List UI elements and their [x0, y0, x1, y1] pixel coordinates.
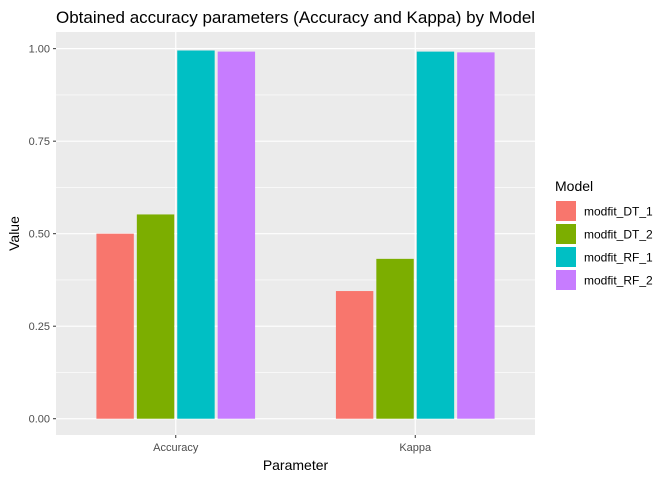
x-tick-label: Accuracy — [153, 442, 199, 454]
legend-key — [556, 201, 576, 221]
legend-key — [556, 247, 576, 267]
x-axis-title: Parameter — [263, 457, 329, 473]
y-tick-label: 0.50 — [29, 229, 50, 241]
bar — [416, 51, 455, 419]
y-tick-label: 0.75 — [29, 136, 50, 148]
bar — [136, 214, 175, 419]
y-tick-label: 1.00 — [29, 44, 50, 56]
legend-label: modfit_RF_2 — [584, 274, 653, 288]
bar — [335, 291, 374, 419]
bars — [96, 50, 495, 419]
y-axis-title: Value — [6, 216, 22, 251]
legend: Model modfit_DT_1 modfit_DT_2 modfit_RF_1m… — [555, 178, 653, 290]
legend-key — [556, 270, 576, 290]
grid-major — [56, 32, 535, 435]
bar — [457, 52, 495, 419]
y-tick-label: 0.00 — [29, 414, 50, 426]
legend-label: modfit_DT_2 — [584, 228, 653, 242]
legend-key — [556, 224, 576, 244]
y-axis: 0.00 0.25 0.50 0.75 1.00 — [29, 44, 56, 426]
x-axis: Accuracy Kappa — [153, 435, 432, 454]
grid-minor — [56, 94, 535, 373]
legend-title: Model — [555, 178, 593, 194]
y-tick-label: 0.25 — [29, 321, 50, 333]
bar — [217, 51, 256, 419]
legend-label: modfit_DT_1 — [584, 205, 653, 219]
x-tick-label: Kappa — [399, 442, 432, 454]
legend-label: modfit_RF_1 — [584, 251, 653, 265]
bar — [376, 258, 414, 419]
chart-title: Obtained accuracy parameters (Accuracy a… — [56, 8, 535, 27]
bar — [177, 50, 215, 419]
bar — [96, 233, 134, 419]
